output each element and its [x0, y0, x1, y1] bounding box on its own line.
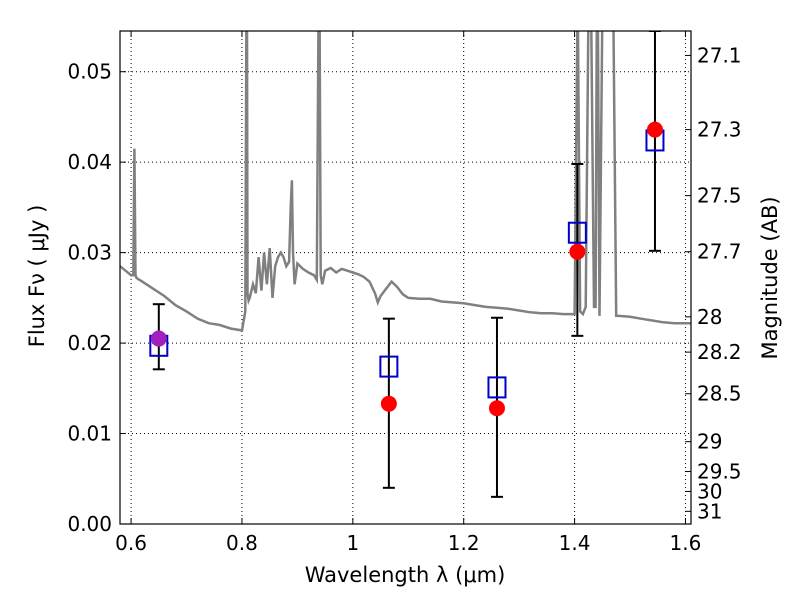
- y-tick-label: 0.04: [67, 150, 112, 174]
- y-tick-label: 0.03: [67, 241, 112, 265]
- model-square-marker: [379, 355, 399, 378]
- x-tick-label: 0.8: [226, 531, 258, 555]
- model-square-marker: [567, 221, 587, 244]
- x-tick-label: 1.4: [559, 531, 591, 555]
- error-bar-layer: [152, 31, 661, 498]
- y2-axis-label: Magnitude (AB): [758, 196, 782, 359]
- sed-curve: [120, 31, 691, 332]
- x-tick-label: 1: [346, 531, 359, 555]
- sed-layer: [120, 31, 691, 332]
- y-tick-label: 0.02: [67, 331, 112, 355]
- x-tick-label: 0.6: [115, 531, 147, 555]
- y-tick-label: 0.05: [67, 60, 112, 84]
- tick-layer: 0.6 0.8 1 1.2 1.4 1.6 0.00 0.01 0.02 0.03 0.04 0.05…: [67, 31, 742, 555]
- y2-tick-label: 29: [697, 430, 722, 454]
- y2-tick-label: 27.1: [697, 43, 742, 67]
- y2-tick-label: 27.7: [697, 240, 742, 264]
- observed-point: [380, 395, 397, 412]
- y2-tick-label: 29.5: [697, 460, 742, 484]
- y-axis-label: Flux Fν ( μJy ): [25, 205, 49, 348]
- observed-point: [646, 121, 663, 138]
- x-tick-label: 1.2: [448, 531, 480, 555]
- y2-tick-label: 28.2: [697, 340, 742, 364]
- y2-tick-label: 27.3: [697, 118, 742, 142]
- x-axis-label: Wavelength λ (μm): [305, 563, 506, 587]
- observed-point: [569, 243, 586, 260]
- y-tick-label: 0.00: [67, 512, 112, 536]
- y2-tick-label: 30: [697, 479, 722, 503]
- y-tick-label: 0.01: [67, 422, 112, 446]
- observed-point: [488, 400, 505, 417]
- model-square-marker: [487, 376, 507, 399]
- y2-tick-label: 31: [697, 499, 722, 523]
- point-layer: [149, 121, 665, 417]
- x-tick-label: 1.6: [670, 531, 702, 555]
- y2-tick-label: 28.5: [697, 382, 742, 406]
- plot-frame: [119, 30, 692, 525]
- y2-tick-label: 27.5: [697, 184, 742, 208]
- observed-point: [150, 330, 167, 347]
- grid-layer: [120, 31, 691, 525]
- y2-tick-label: 28: [697, 305, 722, 329]
